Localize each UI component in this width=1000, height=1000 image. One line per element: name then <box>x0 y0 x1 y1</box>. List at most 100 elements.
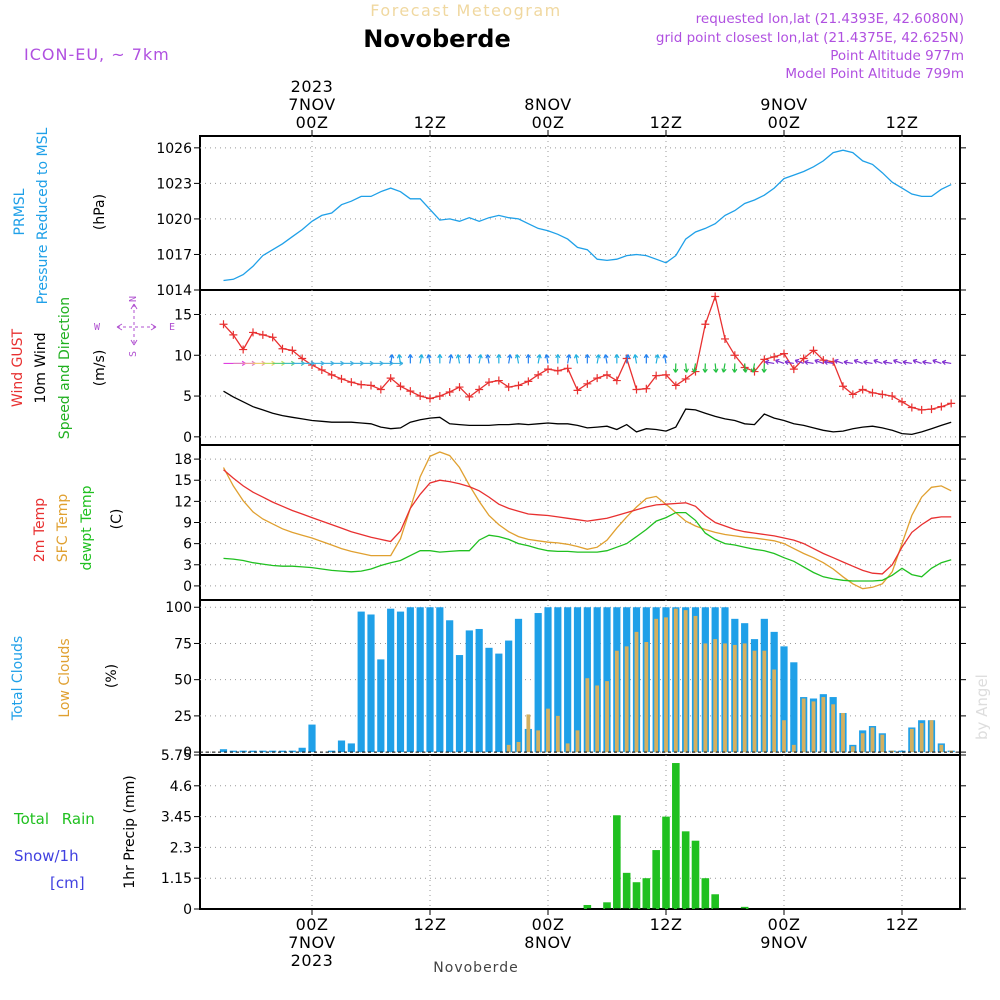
wind-arrow-head <box>603 354 609 359</box>
gust-marker <box>839 382 847 391</box>
low-cloud-bar <box>713 639 718 753</box>
wind-arrow <box>596 354 600 364</box>
compass-north: N <box>128 296 139 302</box>
x-tick-label-bottom: 12Z <box>414 915 447 934</box>
wind-arrow-head <box>750 368 757 373</box>
gust-marker <box>632 385 641 394</box>
y-tick-label-pressure: 1014 <box>156 283 192 299</box>
x-tick-label-bottom: 9NOV <box>760 933 807 952</box>
gust-marker <box>691 367 700 376</box>
y-tick-label-wind: 10 <box>174 348 192 364</box>
gust-marker <box>848 390 857 399</box>
total-cloud-bar <box>229 750 237 753</box>
total-cloud-bar <box>278 750 287 753</box>
total-cloud-bar <box>554 607 562 753</box>
y-tick-label-rain: 3.45 <box>161 810 192 826</box>
y-tick-label-rain: 5.75 <box>161 748 192 764</box>
y-tick-label-temp: 6 <box>183 537 192 553</box>
wind-arrow <box>752 363 756 373</box>
wind-arrow-head <box>496 354 502 359</box>
low-cloud-bar <box>683 610 688 753</box>
panel-frame-wind <box>199 289 961 446</box>
pressure-msl-label: Pressure Reduced to MSL <box>35 127 51 304</box>
x-tick-label-bottom: 00Z <box>768 915 801 934</box>
wind-arrow-head <box>713 368 719 373</box>
gust-marker <box>239 345 248 354</box>
wind-arrow <box>398 354 402 364</box>
place-title: Novoberde <box>363 25 510 53</box>
wind-arrow-head <box>544 354 550 359</box>
total-cloud-bar <box>446 620 454 753</box>
gust-marker <box>337 374 346 383</box>
gust-marker <box>907 403 916 412</box>
wind-arrow <box>893 359 903 364</box>
panel-frame-rain <box>199 754 961 910</box>
dewpt-line <box>223 511 952 582</box>
gust-marker <box>642 384 651 393</box>
low-cloud-bar <box>693 615 698 753</box>
low-cloud-bar <box>841 712 845 753</box>
compass-east: E <box>169 322 175 333</box>
low-cloud-bar <box>506 744 511 753</box>
gust-marker <box>858 385 867 394</box>
wind-arrow <box>873 359 883 364</box>
x-tick-label-top: 12Z <box>650 113 683 132</box>
gust-marker <box>553 366 562 375</box>
temp-dewpt-label: dewpt Temp <box>79 485 95 570</box>
pressure-line <box>223 149 952 282</box>
low-cloud-bar <box>536 730 541 753</box>
wind-arrow-head <box>573 354 580 359</box>
low-cloud-bar <box>546 708 550 753</box>
y-tick-label-wind: 15 <box>174 307 192 323</box>
y-tick-label-pressure: 1020 <box>156 212 192 228</box>
wind-arrow-head <box>804 359 809 366</box>
low-cloud-bar <box>762 650 767 753</box>
point-altitude: Point Altitude 977m <box>830 48 964 64</box>
wind-arrow <box>655 354 659 364</box>
gust-marker <box>249 328 257 337</box>
low-cloud-bar <box>565 743 570 753</box>
total-cloud-bar <box>396 611 405 753</box>
total-cloud-bar <box>249 750 257 753</box>
x-tick-label-bottom: 2023 <box>291 951 334 970</box>
x-tick-label-top: 00Z <box>532 113 565 132</box>
y-tick-label-clouds: 25 <box>174 709 192 725</box>
y-tick-label-temp: 15 <box>174 473 192 489</box>
low-cloud-bar <box>555 715 560 753</box>
footer-place: Novoberde <box>433 960 518 976</box>
low-cloud-bar <box>791 744 796 753</box>
wind-arrow-head <box>731 368 738 373</box>
wind-arrow-head <box>721 368 727 373</box>
x-tick-label-bottom: 8NOV <box>524 933 571 952</box>
low-cloud-bar <box>516 741 521 753</box>
wind-arrow-head <box>448 354 454 359</box>
low-cloud-bar <box>723 643 727 753</box>
y-tick-label-wind: 5 <box>183 389 192 405</box>
panel-rain: 0 1.15 2.3 3.45 4.6 5.75 <box>161 748 966 918</box>
gust-marker <box>544 365 552 374</box>
low-cloud-bar <box>782 720 786 753</box>
gust-marker <box>888 392 897 401</box>
gust-marker <box>475 385 484 394</box>
low-cloud-bar <box>654 618 659 753</box>
wind-arrow <box>545 354 549 364</box>
gust-marker <box>947 399 956 408</box>
gust-marker <box>721 334 729 343</box>
wind-arrow <box>913 359 922 364</box>
total-cloud-bar <box>298 747 306 753</box>
low-cloud-bar <box>811 701 816 753</box>
rain-bar <box>642 878 651 909</box>
prmsl-label: PRMSL <box>12 188 28 235</box>
x-tick-label-bottom: 12Z <box>650 915 683 934</box>
gust-marker <box>868 388 877 397</box>
total-rain-label: Total Rain <box>13 810 95 828</box>
gust-marker <box>937 402 946 411</box>
low-cloud-bar <box>880 734 885 753</box>
gust-marker <box>780 349 788 358</box>
total-cloud-bar <box>347 743 355 753</box>
temp-2m-label: 2m Temp <box>32 498 48 562</box>
wind-arrow-head <box>595 354 601 359</box>
wind-arrow-head <box>873 358 878 364</box>
total-cloud-bar <box>406 607 414 753</box>
total-clouds-label: Total Clouds <box>10 636 26 721</box>
